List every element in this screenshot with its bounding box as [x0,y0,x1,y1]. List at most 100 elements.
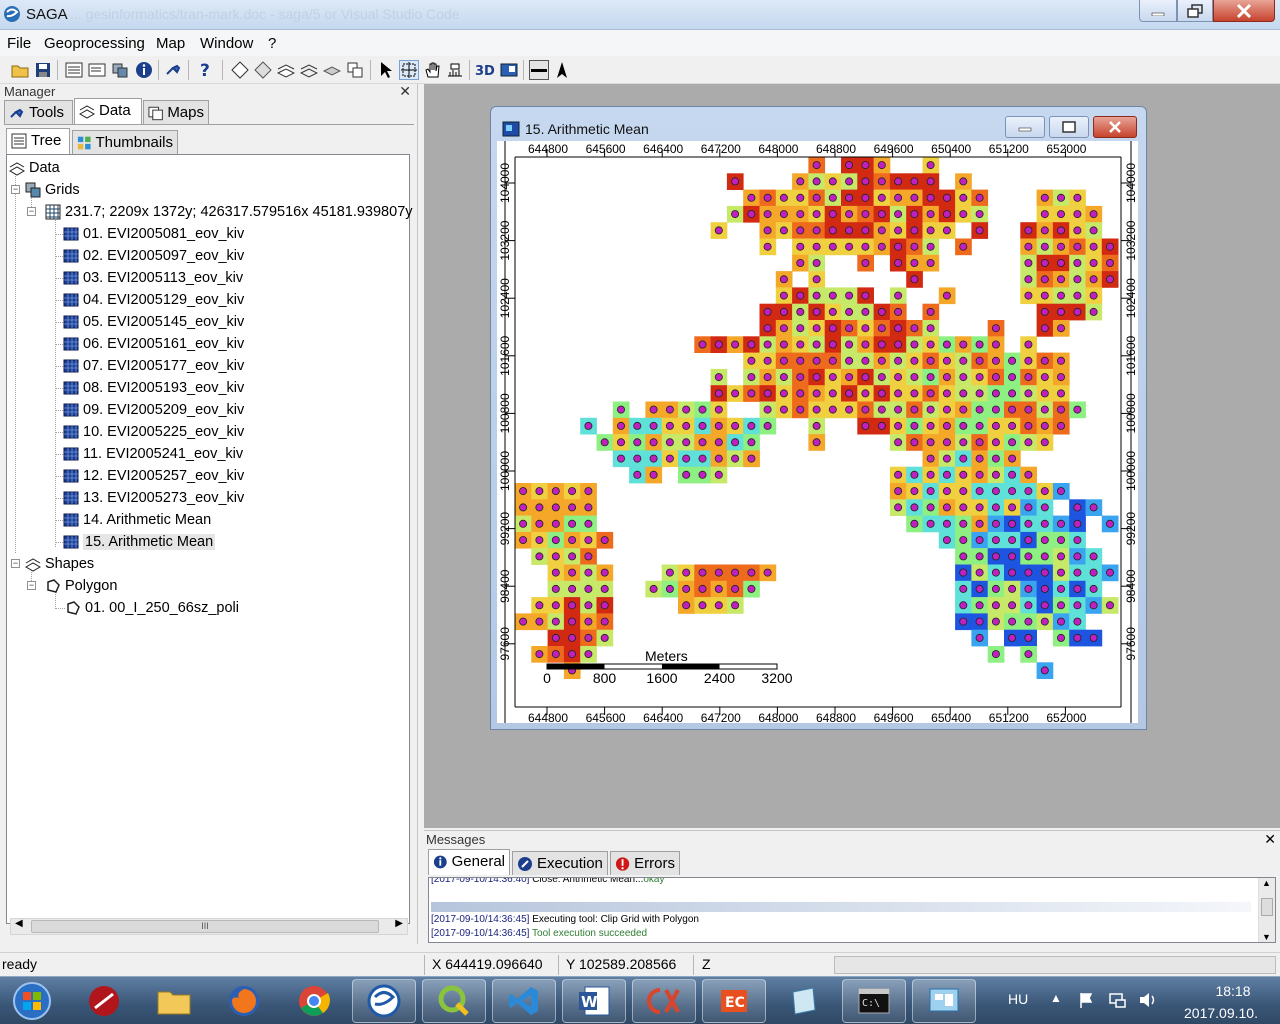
map-close-button[interactable] [1093,116,1137,138]
tree-grid-item[interactable]: 14. Arithmetic Mean [63,509,211,531]
sample-point [1089,210,1098,219]
tab-tools[interactable]: Tools [4,100,73,124]
grid-system-expander[interactable]: − [27,206,36,216]
3d-view-button[interactable]: 3D [475,60,495,80]
taskbar-firefox[interactable] [212,979,276,1023]
scroll-right-icon[interactable]: ▶ [395,918,403,929]
taskbar-terminal[interactable]: C:\ [842,979,906,1023]
tree-shapes[interactable]: Shapes [25,553,94,575]
zoom-tool-button[interactable] [399,60,419,80]
scroll-up-icon[interactable]: ▲ [1262,878,1271,888]
open-button[interactable] [10,60,30,80]
scroll-down-icon[interactable]: ▼ [1262,932,1271,942]
map-minimize-button[interactable] [1005,116,1045,138]
taskbar-control-panel[interactable] [912,979,976,1023]
tree-horizontal-scrollbar[interactable]: ◀ III ▶ [10,918,408,935]
tray-clock-time[interactable]: 18:18 [1215,983,1251,999]
show-messages-button[interactable] [87,60,107,80]
tray-language[interactable]: HU [1008,991,1029,1007]
tree-data-root[interactable]: Data [9,157,60,179]
tree-grid-item[interactable]: 01. EVI2005081_eov_kiv [63,223,244,245]
scalebar-toggle-button[interactable] [529,60,549,80]
tree-polygon[interactable]: Polygon [45,575,117,597]
zoom-extent-button[interactable] [322,60,342,80]
restore-button[interactable] [1177,0,1213,22]
grids-expander[interactable]: − [11,184,20,194]
tree-grid-item[interactable]: 07. EVI2005177_eov_kiv [63,355,244,377]
network-icon[interactable] [1108,991,1128,1009]
select-tool-button[interactable] [376,60,396,80]
start-button[interactable] [4,979,60,1023]
scroll-left-icon[interactable]: ◀ [15,918,23,929]
menu-file[interactable]: File [7,35,32,52]
north-arrow-button[interactable] [552,60,572,80]
show-data-source-button[interactable] [110,60,130,80]
show-properties-button[interactable] [134,60,154,80]
tree-grid-item[interactable]: 15. Arithmetic Mean [63,531,216,553]
zoom-layer-button[interactable] [276,60,296,80]
tool-chain-button[interactable] [164,60,184,80]
taskbar-chrome[interactable] [282,979,346,1023]
minimize-button[interactable] [1139,0,1177,22]
menu-help[interactable]: ? [268,35,277,52]
subtab-thumbnails[interactable]: Thumbnails [72,130,178,154]
zoom-full-button[interactable] [230,60,250,80]
tree-grid-item[interactable]: 10. EVI2005225_eov_kiv [63,421,244,443]
tab-execution[interactable]: Execution [512,851,608,875]
menu-map[interactable]: Map [156,35,186,52]
pan-tool-button[interactable] [422,60,442,80]
volume-icon[interactable] [1138,991,1158,1009]
map-canvas[interactable]: 644800 644800 645600 645600 646400 646400 6472… [497,141,1138,723]
tree-grid-item[interactable]: 05. EVI2005145_eov_kiv [63,311,244,333]
tree-grids[interactable]: Grids [25,179,80,201]
save-button[interactable] [33,60,53,80]
tray-clock-date[interactable]: 2017.09.10. [1184,1005,1258,1021]
log-scroll-thumb[interactable] [1261,898,1273,916]
zoom-back-button[interactable] [253,60,273,80]
message-log[interactable]: [2017-09-10/14:36:40] Close: Arithmetic … [428,877,1276,943]
messages-close-icon[interactable]: ✕ [1264,831,1276,847]
map-maximize-button[interactable] [1049,116,1089,138]
tree-shape-item[interactable]: 01. 00_I_250_66sz_poli [65,597,239,619]
taskbar-vscode[interactable] [492,979,556,1023]
tab-errors[interactable]: Errors [610,851,680,875]
menu-geoprocessing[interactable]: Geoprocessing [44,35,145,52]
tree-grid-item[interactable]: 09. EVI2005209_eov_kiv [63,399,244,421]
tree-grid-system[interactable]: 231.7; 2209x 1372y; 426317.579516x 45181… [45,201,413,223]
synchronize-button[interactable] [345,60,365,80]
tree-grid-item[interactable]: 04. EVI2005129_eov_kiv [63,289,244,311]
taskbar-file-explorer[interactable] [142,979,206,1023]
tree-grid-item[interactable]: 12. EVI2005257_eov_kiv [63,465,244,487]
log-vertical-scrollbar[interactable]: ▲ ▼ [1258,878,1275,942]
tree-grid-item[interactable]: 06. EVI2005161_eov_kiv [63,333,244,355]
show-manager-button[interactable] [64,60,84,80]
tab-general[interactable]: General [428,849,510,875]
tab-maps[interactable]: Maps [143,100,209,124]
tree-grid-item[interactable]: 08. EVI2005193_eov_kiv [63,377,244,399]
manager-close-icon[interactable]: ✕ [399,83,411,99]
tree-grid-item[interactable]: 11. EVI2005241_eov_kiv [63,443,243,465]
taskbar-qgis[interactable] [422,979,486,1023]
layout-view-button[interactable] [499,60,519,80]
taskbar-office-app[interactable]: EC [702,979,766,1023]
tree-grid-item[interactable]: 03. EVI2005113_eov_kiv [63,267,243,289]
taskbar-word[interactable]: W [562,979,626,1023]
scroll-thumb[interactable]: III [31,920,379,933]
tree-grid-item[interactable]: 02. EVI2005097_eov_kiv [63,245,244,267]
help-button[interactable]: ? [195,60,215,80]
tab-data[interactable]: Data [74,98,142,124]
menu-window[interactable]: Window [200,35,254,52]
action-center-flag-icon[interactable] [1078,991,1096,1009]
taskbar-notes-app[interactable] [772,979,836,1023]
polygon-expander[interactable]: − [27,580,36,590]
taskbar-pdf-tool[interactable] [632,979,696,1023]
shapes-expander[interactable]: − [11,558,20,568]
taskbar-saga[interactable] [352,979,416,1023]
zoom-selection-button[interactable] [299,60,319,80]
measure-tool-button[interactable] [445,60,465,80]
tree-grid-item[interactable]: 13. EVI2005273_eov_kiv [63,487,244,509]
close-button[interactable] [1213,0,1275,22]
taskbar-antivirus[interactable] [72,979,136,1023]
tray-expand-icon[interactable]: ▲ [1050,991,1062,1005]
subtab-tree[interactable]: Tree [6,128,70,154]
